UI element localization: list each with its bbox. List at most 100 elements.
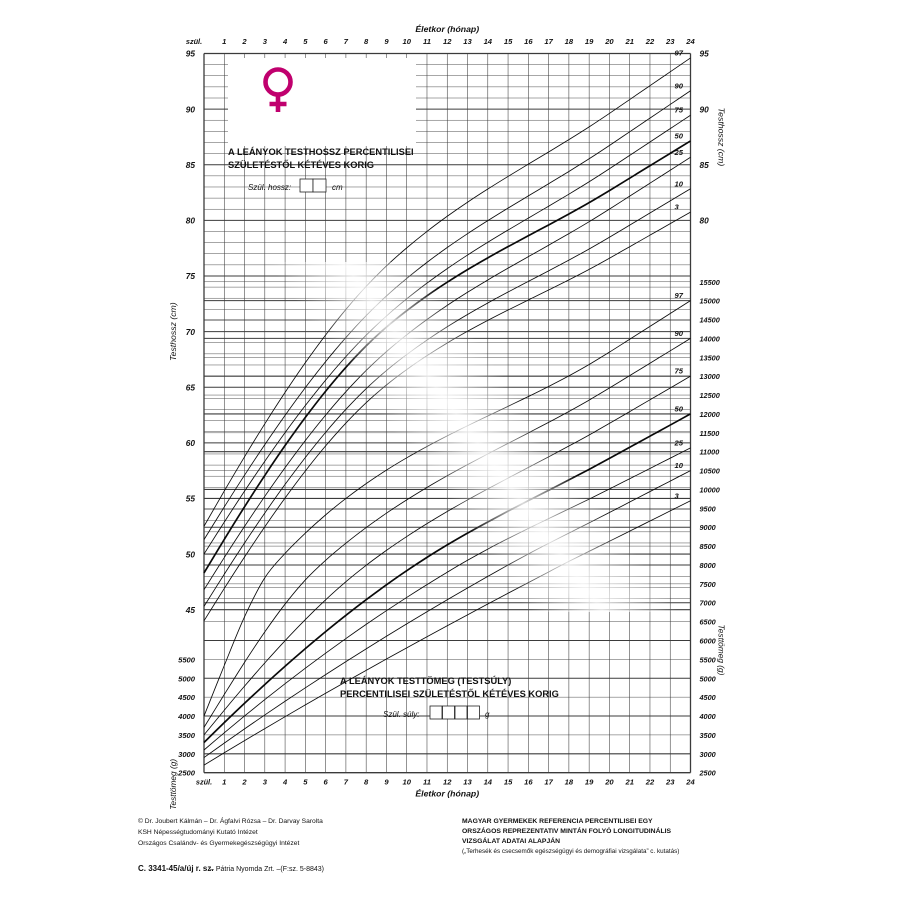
svg-text:18: 18 (565, 778, 574, 787)
svg-text:5000: 5000 (700, 674, 716, 683)
svg-text:70: 70 (186, 327, 196, 337)
svg-text:10: 10 (402, 778, 411, 787)
svg-text:19: 19 (585, 778, 594, 787)
svg-text:75: 75 (186, 271, 196, 281)
svg-text:9000: 9000 (700, 523, 716, 532)
svg-text:Életkor (hónap): Életkor (hónap) (415, 24, 479, 34)
svg-text:8500: 8500 (700, 542, 716, 551)
svg-text:Szül. súly:: Szül. súly: (383, 710, 419, 719)
svg-text:Testtömeg (g): Testtömeg (g) (717, 624, 727, 675)
svg-text:4500: 4500 (177, 693, 196, 702)
svg-text:6000: 6000 (700, 637, 716, 646)
svg-text:11: 11 (423, 37, 431, 46)
svg-text:9500: 9500 (700, 504, 716, 513)
svg-text:3500: 3500 (700, 731, 716, 740)
svg-text:14: 14 (484, 37, 493, 46)
svg-text:14500: 14500 (700, 316, 720, 325)
svg-text:11500: 11500 (700, 429, 720, 438)
svg-text:95: 95 (186, 49, 196, 59)
svg-text:8000: 8000 (700, 561, 716, 570)
svg-text:© Dr. Joubert Kálmán – Dr. Ágf: © Dr. Joubert Kálmán – Dr. Ágfalvi Rózsa… (138, 816, 323, 825)
svg-text:Országos Csalándv- és Gyermeke: Országos Csalándv- és Gyermekegészségügy… (138, 840, 299, 847)
svg-text:85: 85 (700, 160, 710, 170)
svg-text:3000: 3000 (178, 750, 196, 759)
svg-text:4500: 4500 (699, 693, 716, 702)
svg-text:2500: 2500 (699, 769, 716, 778)
svg-text:23: 23 (665, 37, 675, 46)
svg-text:13: 13 (463, 37, 472, 46)
svg-text:13000: 13000 (700, 372, 720, 381)
svg-text:2: 2 (241, 37, 247, 46)
svg-text:2500: 2500 (177, 769, 196, 778)
svg-text:4000: 4000 (177, 712, 196, 721)
svg-text:55: 55 (186, 494, 196, 504)
svg-text:23: 23 (665, 778, 675, 787)
svg-text:Testhossz (cm): Testhossz (cm) (717, 108, 727, 167)
svg-text:16: 16 (524, 37, 533, 46)
svg-text:Testtömeg (g): Testtömeg (g) (168, 759, 178, 810)
svg-text:7500: 7500 (700, 580, 716, 589)
svg-text:14000: 14000 (700, 334, 720, 343)
svg-text:Testhossz (cm): Testhossz (cm) (168, 302, 178, 361)
svg-text:90: 90 (675, 329, 684, 338)
svg-text:12: 12 (443, 778, 452, 787)
svg-text:11: 11 (423, 778, 431, 787)
svg-text:5500: 5500 (178, 655, 196, 664)
svg-text:VIZSGÁLAT ADATAI ALAPJÁN: VIZSGÁLAT ADATAI ALAPJÁN (462, 836, 560, 845)
svg-text:4: 4 (282, 37, 288, 46)
svg-text:3000: 3000 (700, 750, 716, 759)
svg-text:SZÜLETÉSTŐL KÉTÉVES KORIG: SZÜLETÉSTŐL KÉTÉVES KORIG (228, 159, 374, 170)
svg-text:75: 75 (675, 367, 684, 376)
svg-text:90: 90 (700, 104, 710, 114)
svg-text:MAGYAR GYERMEKEK REFERENCIA PE: MAGYAR GYERMEKEK REFERENCIA PERCENTILISE… (462, 818, 653, 825)
svg-text:10: 10 (402, 37, 411, 46)
svg-text:75: 75 (675, 106, 684, 115)
svg-text:60: 60 (186, 438, 196, 448)
svg-text:25: 25 (674, 148, 684, 157)
svg-text:45: 45 (185, 605, 196, 615)
svg-text:Életkor (hónap): Életkor (hónap) (415, 789, 479, 799)
svg-text:17: 17 (544, 37, 553, 46)
svg-text:A LEÁNYOK TESTTÖMEG (TESTSÚLY): A LEÁNYOK TESTTÖMEG (TESTSÚLY) (340, 675, 511, 686)
svg-text:18: 18 (565, 37, 574, 46)
svg-text:cm: cm (332, 183, 343, 192)
svg-text:Szül. hossz:: Szül. hossz: (248, 183, 291, 192)
svg-text:3500: 3500 (178, 731, 196, 740)
svg-text:15500: 15500 (700, 278, 720, 287)
svg-text:20: 20 (604, 37, 614, 46)
svg-text:4: 4 (282, 778, 288, 787)
svg-text:PERCENTILISEI SZÜLETÉSTŐL KÉTÉ: PERCENTILISEI SZÜLETÉSTŐL KÉTÉVES KORIG (340, 688, 559, 699)
svg-text:50: 50 (675, 131, 684, 140)
svg-text:22: 22 (645, 778, 655, 787)
svg-text:50: 50 (186, 549, 196, 559)
svg-text:4000: 4000 (699, 712, 716, 721)
svg-text:1: 1 (222, 778, 226, 787)
svg-text:17: 17 (544, 778, 553, 787)
svg-text:1: 1 (222, 37, 226, 46)
svg-text:15: 15 (504, 37, 513, 46)
svg-text:7000: 7000 (700, 599, 716, 608)
svg-text:80: 80 (700, 216, 710, 226)
svg-text:90: 90 (186, 104, 196, 114)
svg-text:12500: 12500 (700, 391, 720, 400)
svg-text:12000: 12000 (700, 410, 720, 419)
svg-text:C. 3341-45/a/új r. sz.: C. 3341-45/a/új r. sz. (138, 864, 214, 873)
svg-text:15: 15 (504, 778, 513, 787)
svg-text:10: 10 (675, 179, 684, 188)
svg-text:21: 21 (624, 37, 633, 46)
svg-text:12: 12 (443, 37, 452, 46)
svg-text:19: 19 (585, 37, 594, 46)
svg-text:5500: 5500 (700, 655, 716, 664)
svg-text:85: 85 (186, 160, 196, 170)
svg-text:g: g (485, 710, 490, 719)
svg-text:ORSZÁGOS REPREZENTATIV MINTÁN: ORSZÁGOS REPREZENTATIV MINTÁN FOLYÓ LONG… (462, 826, 672, 835)
svg-text:22: 22 (645, 37, 655, 46)
svg-text:14: 14 (484, 778, 493, 787)
svg-text:20: 20 (604, 778, 614, 787)
svg-text:– Pátria Nyomda Zrt. –(F:sz. 5: – Pátria Nyomda Zrt. –(F:sz. 5-8843) (210, 866, 324, 873)
svg-text:16: 16 (524, 778, 533, 787)
svg-text:KSH Népességtudományi Kutató I: KSH Népességtudományi Kutató Intézet (138, 829, 258, 836)
svg-text:95: 95 (700, 49, 710, 59)
svg-text:97: 97 (675, 48, 684, 57)
svg-text:80: 80 (186, 216, 196, 226)
